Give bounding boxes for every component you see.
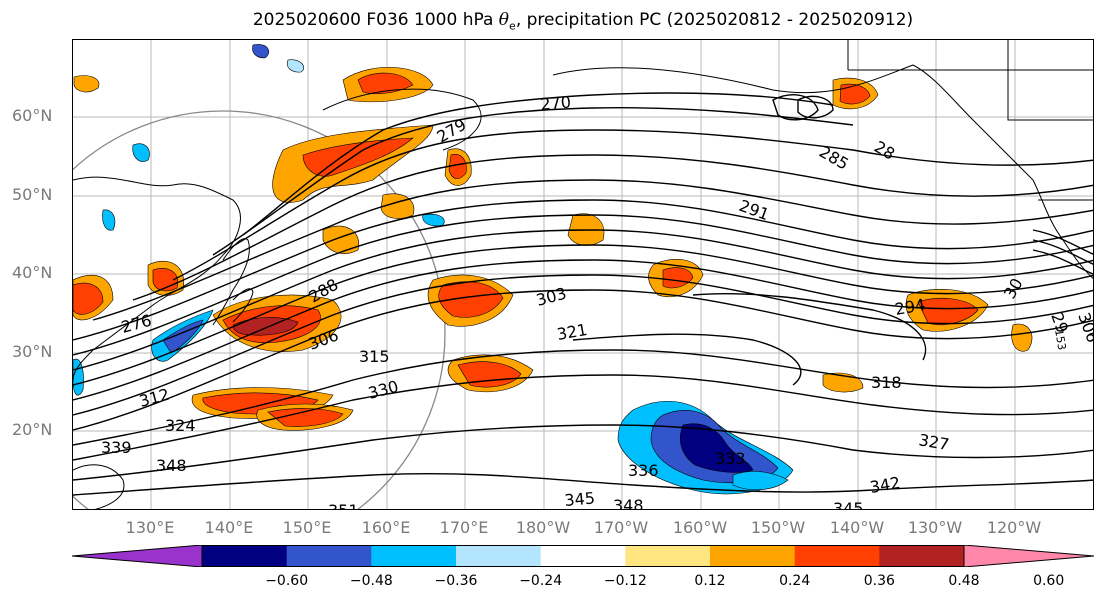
colorbar-tick-label: 0.60: [1033, 573, 1065, 589]
contour-label: 270: [540, 92, 572, 114]
contour-label: 327: [917, 430, 950, 454]
contour-label: 318: [871, 373, 902, 392]
range-circle: [73, 110, 446, 509]
colorbar-segment: [202, 545, 288, 567]
colorbar-segment: [371, 545, 457, 567]
lon-label-150w: 150°W: [750, 518, 806, 537]
lon-label-150e: 150°E: [282, 518, 332, 537]
contour-label: 312: [137, 385, 171, 411]
lon-label-120w: 120°W: [986, 518, 1042, 537]
colorbar-segments: [72, 545, 1094, 567]
contour-label: 291: [737, 196, 772, 224]
title-theta: θ: [498, 10, 510, 30]
lon-label-160e: 160°E: [361, 518, 411, 537]
lon-label-130w: 130°W: [907, 518, 963, 537]
contour-label: 153: [1052, 328, 1068, 351]
lat-label-50n: 50°N: [12, 185, 53, 204]
contour-label: 345: [833, 499, 864, 510]
contour-label: 333: [715, 449, 746, 468]
colorbar-segment: [456, 545, 542, 567]
lon-label-180w: 180°W: [515, 518, 571, 537]
lat-label-60n: 60°N: [12, 106, 53, 125]
contour-label: 324: [165, 416, 196, 435]
lat-label-20n: 20°N: [12, 420, 53, 439]
colorbar-tick-label: −0.36: [434, 573, 478, 589]
lon-label-140e: 140°E: [204, 518, 254, 537]
title-subscript: e: [509, 19, 516, 33]
colorbar-tick-label: 0.36: [863, 573, 895, 589]
contour-label: 276: [119, 311, 153, 337]
map-panel: 270 279 285 28 291 288 276 303 321 306 3…: [72, 39, 1094, 510]
contour-label: 330: [366, 377, 400, 403]
lat-label-30n: 30°N: [12, 342, 53, 361]
colorbar-tick-label: 0.48: [948, 573, 980, 589]
colorbar-tick-label: −0.24: [519, 573, 563, 589]
colorbar-segment: [879, 545, 965, 567]
lon-label-170w: 170°W: [593, 518, 649, 537]
precip-negative: [73, 44, 794, 495]
colorbar-tick-label: 0.12: [694, 573, 726, 589]
colorbar-tick-label: 0.24: [779, 573, 811, 589]
lon-label-160w: 160°W: [672, 518, 728, 537]
colorbar-tick-label: −0.60: [265, 573, 309, 589]
colorbar: [72, 545, 1094, 567]
colorbar-extend-low: [72, 545, 202, 567]
lat-label-40n: 40°N: [12, 263, 53, 282]
title-prefix: 2025020600 F036 1000 hPa: [252, 10, 499, 30]
contour-label: 336: [628, 461, 659, 480]
contour-label: 28: [871, 137, 898, 164]
map-svg: 270 279 285 28 291 288 276 303 321 306 3…: [73, 40, 1094, 510]
map-title: 2025020600 F036 1000 hPa θe, precipitati…: [72, 10, 1094, 32]
contour-label: 30: [1000, 275, 1027, 302]
colorbar-segment: [286, 545, 372, 567]
colorbar-segment: [710, 545, 796, 567]
contour-label: 315: [359, 347, 390, 366]
lon-label-130e: 130°E: [125, 518, 175, 537]
contour-label: 306: [1074, 310, 1094, 345]
contour-label: 348: [156, 456, 187, 475]
title-suffix: , precipitation PC (2025020812 - 2025020…: [515, 10, 914, 30]
contour-label: 348: [613, 496, 644, 510]
contour-label: 351: [328, 501, 359, 510]
contour-label: 345: [564, 488, 596, 510]
contour-label: 321: [555, 320, 588, 344]
colorbar-tick-label: −0.12: [603, 573, 647, 589]
contour-label: 342: [868, 473, 901, 497]
contour-label: 303: [534, 284, 568, 310]
colorbar-segment: [794, 545, 880, 567]
lon-label-140w: 140°W: [829, 518, 885, 537]
theta-e-contours: [73, 92, 1093, 496]
coastlines: [73, 40, 1093, 509]
colorbar-segment: [625, 545, 711, 567]
lon-label-170e: 170°E: [439, 518, 489, 537]
contour-label: 339: [101, 438, 132, 457]
colorbar-extend-high: [964, 545, 1094, 567]
colorbar-tick-label: −0.48: [349, 573, 393, 589]
colorbar-segment: [540, 545, 626, 567]
